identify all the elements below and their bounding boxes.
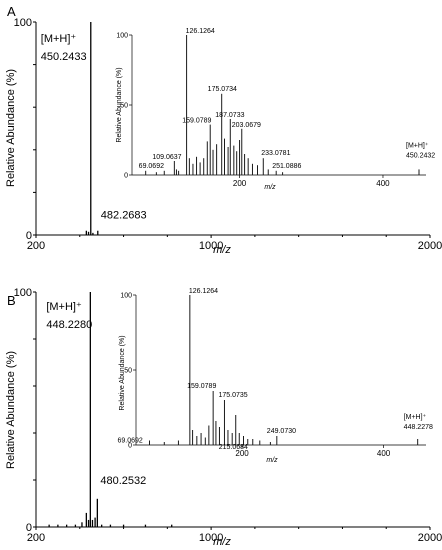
x-axis-label: m/z	[264, 184, 276, 191]
peak-annotation: 203.0679	[232, 122, 261, 129]
y-axis-label: Relative Abundance (%)	[5, 69, 17, 187]
y-tick-label: 0	[128, 442, 132, 449]
y-axis-label: Relative Abundance (%)	[119, 335, 126, 410]
x-tick-label: 400	[377, 449, 391, 458]
peak-annotation: 215.0684	[219, 444, 248, 451]
x-tick-label: 400	[376, 179, 390, 188]
peak-annotation: 450.2433	[41, 51, 87, 63]
y-axis-label: Relative Abundance (%)	[116, 67, 123, 142]
peak-annotation: 249.0730	[267, 428, 296, 435]
y-tick-label: 100	[116, 32, 128, 39]
y-axis-label: Relative Abundance (%)	[5, 351, 17, 469]
peak-annotation: 450.2432	[406, 152, 435, 159]
panel-a-inset-spectrum: 0 50 100 200 400 m/z Relative Abundance (%) 126…	[116, 28, 435, 191]
x-axis-label: m/z	[213, 244, 231, 256]
x-tick-label: 200	[27, 532, 45, 544]
peak-annotation: [M+H]⁺	[46, 301, 82, 313]
y-tick-label: 50	[120, 102, 128, 109]
peak-annotation: 69.0692	[139, 163, 164, 170]
x-tick-label: 200	[27, 240, 45, 252]
peak-annotation: 187.0733	[215, 112, 244, 119]
panel-label-b: B	[7, 293, 16, 308]
peak-annotation: 159.0789	[182, 118, 211, 125]
peak-annotation: 69.0692	[117, 438, 142, 445]
panel-b-inset-spectrum: 0 50 100 200 400 m/z Relative Abundance (%) 126…	[117, 288, 432, 464]
peak-annotation: [M+H]⁺	[41, 33, 77, 45]
peak-annotation: 480.2532	[100, 475, 146, 487]
peak-annotation: [M+H]⁺	[404, 414, 427, 421]
y-tick-label: 0	[26, 230, 32, 242]
peak-annotation: 233.0781	[261, 150, 290, 157]
y-tick-label: 100	[14, 17, 32, 29]
y-tick-label: 50	[124, 367, 132, 374]
peak-annotation: 159.0789	[187, 383, 216, 390]
x-tick-label: 200	[233, 179, 247, 188]
peak-annotation: [M+H]⁺	[406, 142, 429, 149]
peak-annotation: 448.2278	[404, 424, 433, 431]
peak-annotation: 109.0637	[152, 154, 181, 161]
y-tick-label: 100	[14, 287, 32, 299]
x-tick-label: 1000	[199, 532, 223, 544]
peak-annotation: 251.0886	[272, 163, 301, 170]
peak-annotation: 175.0734	[208, 86, 237, 93]
peak-annotation: 126.1264	[189, 288, 218, 295]
peak-annotation: 482.2683	[101, 210, 147, 222]
x-tick-label: 2000	[418, 240, 442, 252]
y-tick-label: 0	[26, 522, 32, 534]
x-axis-label: m/z	[266, 457, 278, 464]
x-tick-label: 200	[235, 449, 249, 458]
x-tick-label: 1000	[199, 240, 223, 252]
y-tick-label: 100	[120, 292, 132, 299]
x-tick-label: 2000	[418, 532, 442, 544]
y-tick-label: 0	[124, 172, 128, 179]
peak-annotation: 126.1264	[186, 28, 215, 35]
peak-annotation: 448.2280	[46, 319, 92, 331]
panel-label-a: A	[7, 4, 16, 19]
peak-annotation: 175.0735	[218, 392, 247, 399]
x-axis-label: m/z	[213, 536, 231, 548]
